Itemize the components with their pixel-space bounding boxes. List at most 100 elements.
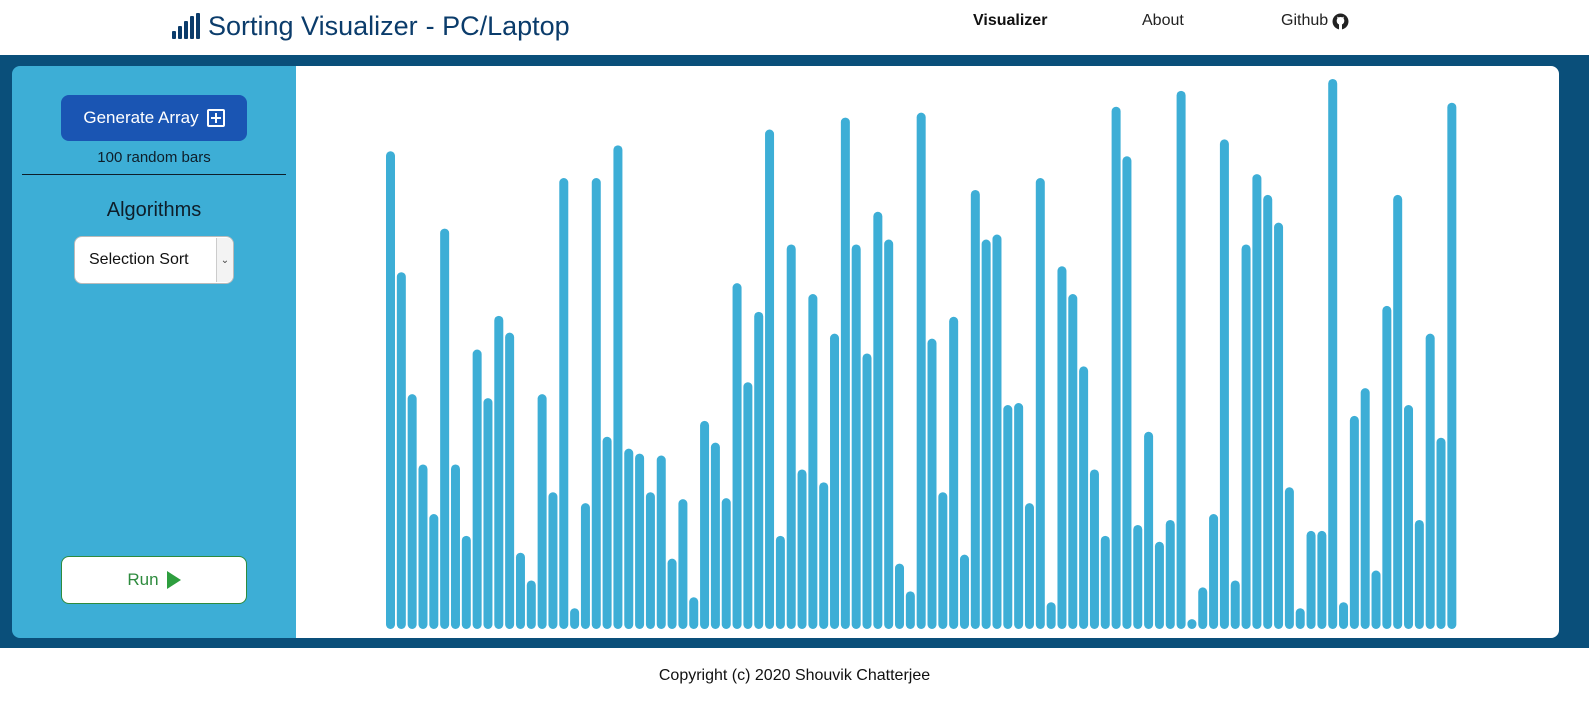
play-icon: [166, 571, 181, 589]
array-bar: [1144, 431, 1154, 629]
array-bar: [765, 129, 775, 629]
array-bar: [721, 498, 731, 629]
array-bar: [418, 464, 428, 629]
array-bar: [732, 283, 742, 629]
array-bar: [905, 591, 915, 629]
array-bar: [873, 211, 883, 629]
array-bar: [570, 608, 580, 629]
nav-github-label: Github: [1281, 12, 1329, 29]
array-bar: [1100, 535, 1110, 629]
array-bar: [819, 482, 829, 629]
array-bar: [1328, 78, 1338, 629]
array-bar: [450, 464, 460, 629]
nav-about[interactable]: About: [1142, 12, 1184, 30]
array-bar: [916, 112, 926, 629]
array-bar: [689, 597, 699, 629]
github-icon: [1332, 13, 1349, 30]
array-bar: [710, 442, 720, 629]
array-bar: [526, 580, 536, 629]
array-bar: [959, 554, 969, 629]
array-bar: [667, 558, 677, 629]
array-bar: [396, 272, 406, 629]
array-bar: [1360, 388, 1370, 629]
generate-array-button[interactable]: Generate Array: [61, 95, 247, 141]
array-bar: [1154, 541, 1164, 629]
algorithm-select[interactable]: Selection Sort ⌄: [74, 236, 234, 284]
array-bar: [927, 338, 937, 629]
brand[interactable]: Sorting Visualizer - PC/Laptop: [172, 6, 570, 46]
array-bar: [1382, 305, 1392, 629]
array-bar: [1198, 587, 1208, 630]
array-bar: [1122, 156, 1132, 629]
array-bar: [840, 117, 850, 630]
array-bar: [1404, 405, 1414, 629]
array-bar: [505, 332, 515, 629]
brand-title: Sorting Visualizer: [208, 10, 418, 41]
footer: Copyright (c) 2020 Shouvik Chatterjee: [0, 648, 1589, 712]
array-bar: [700, 420, 710, 630]
array-bar: [472, 349, 482, 629]
array-bar: [1187, 619, 1197, 629]
array-bar: [515, 552, 525, 629]
array-bar: [1230, 580, 1240, 629]
array-bar: [1436, 437, 1446, 629]
array-bar: [797, 469, 807, 629]
array-bar: [1317, 530, 1327, 629]
array-bar: [1219, 139, 1229, 629]
array-bar: [537, 394, 547, 629]
array-bar: [678, 499, 688, 629]
array-bar: [970, 189, 980, 629]
array-bar: [754, 311, 764, 629]
array-bar: [1014, 403, 1024, 629]
array-bar: [830, 333, 840, 629]
array-bar: [1079, 366, 1089, 629]
array-bar: [786, 244, 796, 629]
signal-bars-icon: [172, 13, 200, 39]
array-bar: [1295, 608, 1305, 629]
array-bar: [1024, 503, 1034, 629]
plus-square-icon: [206, 109, 225, 127]
chevron-down-icon[interactable]: ⌄: [216, 238, 233, 282]
array-bar: [1003, 405, 1013, 629]
copyright-text: Copyright (c) 2020 Shouvik Chatterjee: [658, 667, 931, 684]
array-bar: [1371, 570, 1381, 629]
array-bar: [1035, 178, 1045, 629]
array-bar: [1046, 602, 1056, 629]
array-bar: [386, 151, 395, 630]
array-bar: [656, 455, 666, 629]
array-bar: [1176, 90, 1186, 630]
navbar: Sorting Visualizer - PC/Laptop Visualize…: [0, 0, 1589, 55]
nav-visualizer[interactable]: Visualizer: [973, 12, 1047, 30]
bars-canvas: [296, 66, 1559, 638]
array-bar: [1133, 524, 1143, 629]
nav-visualizer-label: Visualizer: [973, 12, 1048, 29]
array-bar: [1339, 602, 1349, 629]
array-bar: [1165, 519, 1175, 629]
array-bar: [635, 453, 645, 629]
algorithm-select-value: Selection Sort: [89, 251, 189, 268]
divider: [22, 174, 286, 175]
array-bar: [613, 145, 623, 630]
nav-about-label: About: [1142, 12, 1184, 29]
array-bar: [1209, 514, 1219, 629]
visualizer-stage: Generate Array 100 random bars Algorithm…: [0, 55, 1589, 648]
array-bar: [580, 503, 590, 629]
run-button[interactable]: Run: [61, 556, 247, 604]
nav-github[interactable]: Github: [1281, 12, 1349, 30]
array-bar: [1447, 102, 1457, 630]
array-bar: [1425, 333, 1435, 629]
array-bar: [591, 178, 601, 629]
array-bar: [775, 535, 785, 629]
array-bar: [602, 436, 612, 629]
array-bar: [1241, 244, 1251, 629]
array-bar: [981, 239, 991, 629]
control-panel: Generate Array 100 random bars Algorithm…: [12, 66, 296, 638]
array-bar: [938, 492, 948, 629]
array-bar: [1393, 194, 1403, 629]
array-bar: [548, 492, 558, 629]
array-bar: [949, 316, 959, 629]
array-bar: [1306, 530, 1316, 629]
array-bar: [407, 394, 417, 629]
array-bar: [1089, 469, 1099, 629]
generate-array-label: Generate Array: [83, 108, 199, 127]
